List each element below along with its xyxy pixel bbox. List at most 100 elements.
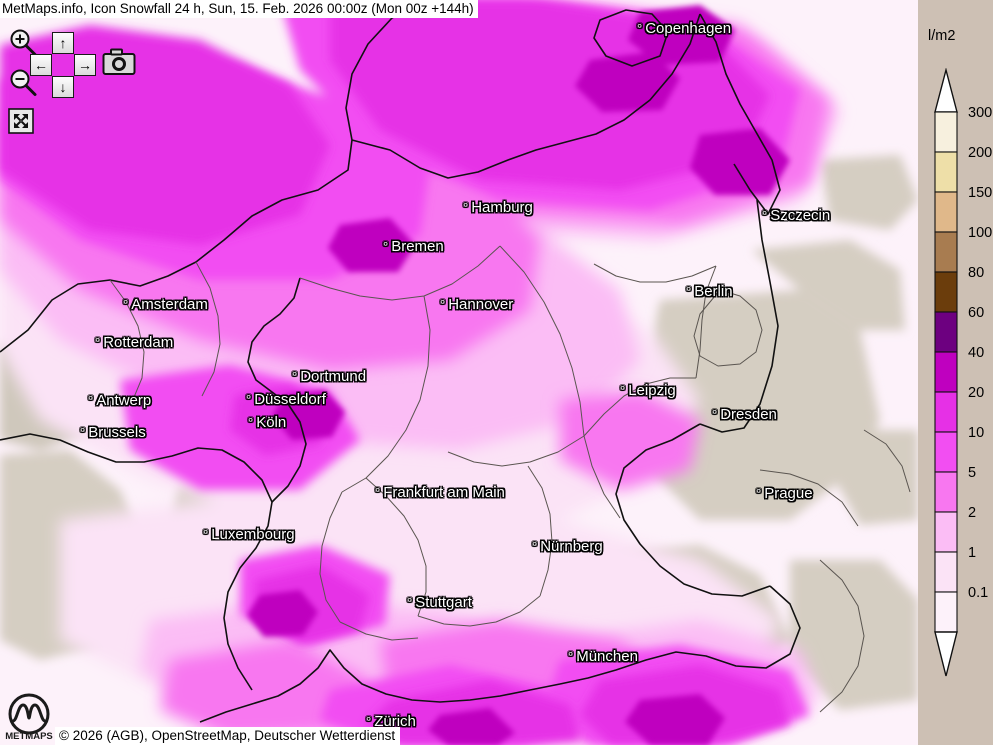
city-name: Köln: [256, 414, 287, 431]
band-40-layer: [247, 5, 790, 745]
city-name: Szczecin: [770, 207, 831, 224]
camera-icon: [102, 48, 136, 75]
colorbar-band: [934, 111, 958, 153]
colorbar-band: [934, 311, 958, 353]
city-name: Dresden: [720, 406, 777, 423]
pan-up-button[interactable]: ↑: [52, 32, 74, 54]
colorbar-band: [934, 551, 958, 593]
city-label: ° Brussels: [80, 424, 146, 442]
city-marker-icon: °: [95, 335, 101, 350]
colorbar-tick-label: 300: [968, 104, 993, 121]
fullscreen-button[interactable]: [8, 108, 34, 134]
city-name: Leipzig: [628, 382, 676, 399]
city-label: ° Frankfurt am Main: [375, 484, 505, 502]
city-label: ° München: [568, 648, 638, 666]
colorbar-tick-label: 80: [968, 264, 985, 281]
colorbar-tick-label: 100: [968, 224, 993, 241]
city-marker-icon: °: [568, 649, 574, 664]
colorbar-tick-label: 10: [968, 424, 985, 441]
city-name: Hannover: [448, 296, 514, 313]
city-marker-icon: °: [463, 200, 469, 215]
zoom-in-button[interactable]: [8, 28, 38, 63]
magnifier-minus-icon: [10, 69, 37, 96]
colorbar-tick-label: 1: [968, 544, 977, 561]
city-label: ° Rotterdam: [95, 334, 173, 352]
city-label: ° Leipzig: [620, 382, 676, 400]
snapshot-button[interactable]: [102, 48, 136, 81]
arrow-down-icon: ↓: [59, 79, 67, 95]
city-label: ° Szczecin: [762, 207, 830, 225]
city-name: Copenhagen: [645, 20, 732, 37]
city-label: ° Stuttgart: [407, 594, 472, 612]
city-label: ° Berlin: [686, 283, 733, 301]
weather-map-canvas[interactable]: ° Copenhagen ° Hamburg ° Szczecin ° Bremen ° Amst…: [0, 0, 918, 745]
city-marker-icon: °: [123, 297, 129, 312]
city-label: ° Zürich: [366, 713, 416, 731]
city-name: Brussels: [88, 424, 146, 441]
city-marker-icon: °: [756, 486, 762, 501]
city-name: Antwerp: [96, 392, 152, 409]
pan-right-button[interactable]: →: [74, 54, 96, 76]
city-name: Dortmund: [300, 368, 367, 385]
city-name: Berlin: [694, 283, 733, 300]
city-label: ° Düsseldorf: [246, 391, 326, 409]
city-marker-icon: °: [88, 393, 94, 408]
city-marker-icon: °: [762, 208, 768, 223]
pan-down-button[interactable]: ↓: [52, 76, 74, 98]
city-label: ° Hamburg: [463, 199, 533, 217]
map-title: MetMaps.info, Icon Snowfall 24 h, Sun, 1…: [0, 0, 478, 18]
metmaps-logo-icon: METMAPS: [5, 693, 53, 742]
city-marker-icon: °: [637, 21, 643, 36]
city-label: ° Dresden: [712, 406, 777, 424]
map-toolbar: ↑ ↓ ← →: [0, 20, 150, 134]
colorbar-band: [934, 511, 958, 553]
colorbar-tick-label: 150: [968, 184, 993, 201]
city-marker-icon: °: [248, 415, 254, 430]
attribution-text: © 2026 (AGB), OpenStreetMap, Deutscher W…: [55, 727, 401, 745]
city-label: ° Bremen: [383, 238, 444, 256]
legend-colorbar: 300 200 150 100 80 60 40 20 10 5 2 1 0.1: [931, 68, 993, 683]
city-marker-icon: °: [203, 527, 209, 542]
city-marker-icon: °: [712, 407, 718, 422]
zoom-out-button[interactable]: [8, 68, 38, 103]
city-name: Amsterdam: [131, 296, 208, 313]
city-label: ° Antwerp: [88, 392, 151, 410]
metmaps-logo: METMAPS: [3, 691, 55, 743]
city-name: Luxembourg: [211, 526, 295, 543]
city-marker-icon: °: [80, 425, 86, 440]
colorbar-band: [934, 471, 958, 513]
colorbar-tick-label: 20: [968, 384, 985, 401]
city-name: Bremen: [391, 238, 444, 255]
city-marker-icon: °: [532, 539, 538, 554]
city-name: Düsseldorf: [254, 391, 326, 408]
colorbar-over-arrow: [934, 68, 958, 113]
legend-panel: l/m2 300 200 150 100 80 60 40 20 10 5 2 1 0.1: [918, 0, 993, 745]
city-marker-icon: °: [407, 595, 413, 610]
colorbar-under-arrow: [934, 631, 958, 677]
city-name: Prague: [764, 485, 813, 502]
colorbar-tick-label: 200: [968, 144, 993, 161]
city-marker-icon: °: [440, 297, 446, 312]
expand-arrows-icon: [8, 108, 34, 134]
colorbar-tick-label: 60: [968, 304, 985, 321]
city-marker-icon: °: [620, 383, 626, 398]
city-label: ° Dortmund: [292, 368, 366, 386]
colorbar-tick-label: 0.1: [968, 584, 989, 601]
colorbar-band: [934, 151, 958, 193]
snowfall-raster-layer: [0, 0, 918, 745]
city-name: Zürich: [374, 713, 416, 730]
logo-wordmark: METMAPS: [5, 731, 53, 742]
city-marker-icon: °: [246, 392, 252, 407]
arrow-right-icon: →: [78, 57, 92, 73]
city-name: Hamburg: [471, 199, 533, 216]
pan-left-button[interactable]: ←: [30, 54, 52, 76]
city-name: Rotterdam: [103, 334, 174, 351]
city-marker-icon: °: [383, 239, 389, 254]
colorbar-tick-label: 40: [968, 344, 985, 361]
city-name: Stuttgart: [415, 594, 472, 611]
colorbar-band: [934, 191, 958, 233]
colorbar-tick-label: 2: [968, 504, 977, 521]
city-name: Frankfurt am Main: [383, 484, 505, 501]
city-label: ° Köln: [248, 414, 286, 432]
colorbar-band: [934, 391, 958, 433]
